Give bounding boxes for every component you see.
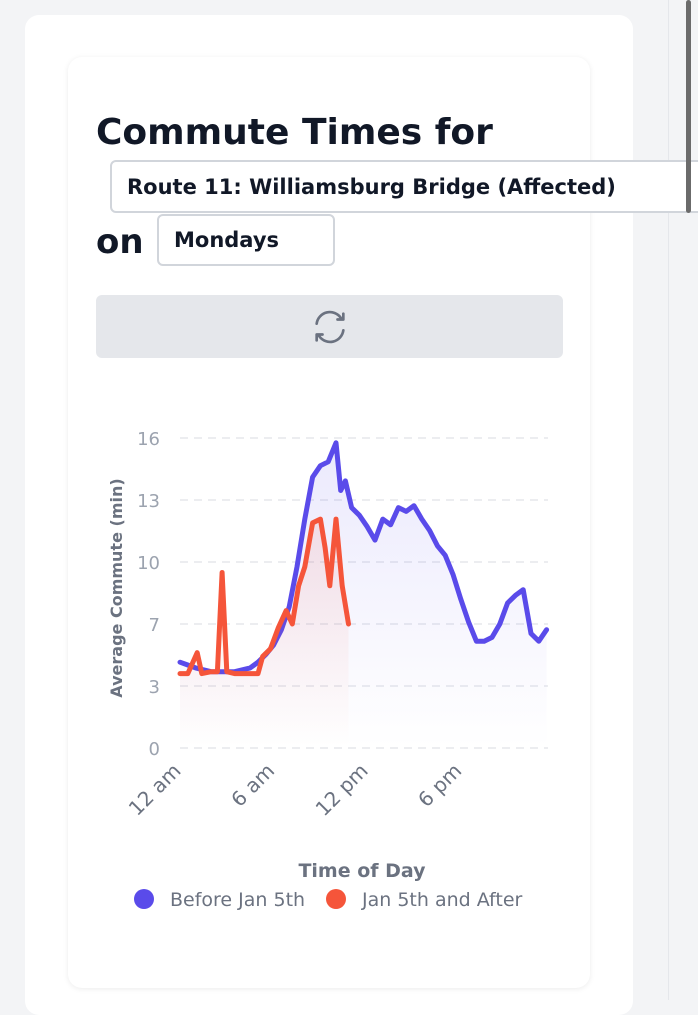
legend-swatch <box>326 889 346 909</box>
y-tick-label: 0 <box>149 739 160 760</box>
legend-label: Before Jan 5th <box>170 889 305 911</box>
route-select[interactable]: Route 11: Williamsburg Bridge (Affected) <box>110 160 698 213</box>
refresh-button[interactable] <box>96 295 563 358</box>
legend-swatch <box>134 889 154 909</box>
on-label: on <box>96 222 144 262</box>
y-axis-label: Average Commute (min) <box>107 478 126 697</box>
divider <box>668 0 669 1000</box>
chart: 0 3 7 10 13 16 12 am 6 am 12 pm 6 pm Time of Day Av… <box>107 429 550 911</box>
day-select[interactable]: Mondays <box>157 214 335 266</box>
x-tick-label: 12 pm <box>311 759 373 821</box>
y-tick-label: 16 <box>137 429 160 450</box>
y-tick-label: 13 <box>137 491 160 512</box>
title: Commute Times for <box>96 112 493 153</box>
x-tick-label: 6 am <box>226 759 279 812</box>
y-tick-label: 10 <box>137 553 160 574</box>
y-tick-label: 3 <box>149 677 160 698</box>
scrollbar <box>686 0 691 213</box>
area <box>180 519 349 748</box>
line <box>177 516 351 677</box>
y-tick-label: 7 <box>149 615 160 636</box>
refresh-icon <box>314 310 345 343</box>
legend-label: Jan 5th and After <box>361 889 523 911</box>
x-axis-label: Time of Day <box>298 860 426 882</box>
x-tick-label: 6 pm <box>413 759 466 812</box>
line <box>177 440 550 675</box>
x-tick-label: 12 am <box>124 759 186 821</box>
